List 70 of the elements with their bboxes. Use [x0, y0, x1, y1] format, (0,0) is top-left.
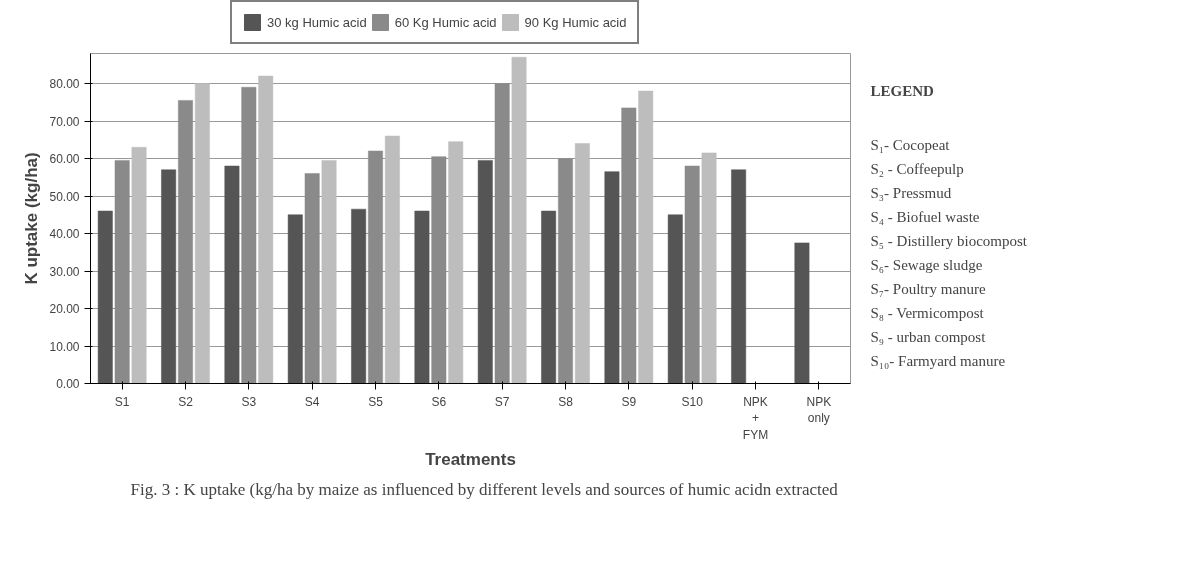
bar	[161, 169, 177, 384]
bar	[794, 242, 810, 384]
x-tick-label: S7	[494, 394, 510, 409]
x-tick-label: NPK + FYM	[742, 394, 769, 443]
text: S₈ - Vermicompost	[870, 304, 985, 321]
bar	[558, 158, 573, 384]
text: S₄ - Biofuel waste	[870, 208, 980, 225]
bar	[604, 171, 620, 384]
bar	[511, 57, 527, 384]
bar	[448, 141, 464, 384]
text: LEGEND	[870, 82, 935, 99]
y-tick-label: 80.00	[49, 77, 80, 91]
y-tick-label: 10.00	[49, 339, 80, 354]
x-axis-title: Treatments	[425, 450, 516, 470]
text: S₃- Pressmud	[870, 184, 952, 201]
bar	[304, 173, 320, 384]
legend-label: 90 Kg Humic acid	[524, 14, 627, 30]
bar	[194, 83, 210, 384]
text: S₁- Cocopeat	[870, 136, 951, 153]
bar	[621, 107, 637, 384]
text: S₇- Poultry manure	[870, 280, 987, 297]
text: S₅ - Distillery biocompost	[870, 232, 1028, 249]
bar	[97, 210, 113, 384]
y-tick-label: 40.00	[49, 227, 80, 241]
bar	[701, 152, 717, 384]
bar	[477, 160, 493, 384]
x-tick-label: S4	[304, 394, 320, 409]
bar	[494, 83, 510, 384]
x-tick-label: NPK only	[806, 394, 832, 426]
x-tick-label: S5	[368, 394, 384, 409]
bar	[114, 160, 130, 384]
bar	[431, 156, 447, 384]
legend-label: 60 Kg Humic acid	[394, 14, 497, 30]
bar	[541, 210, 557, 384]
y-tick-label: 60.00	[49, 152, 80, 166]
bar	[241, 87, 257, 384]
x-tick-label: S1	[114, 394, 130, 409]
y-tick-label: 30.00	[49, 264, 80, 279]
bar	[321, 160, 337, 384]
bar	[131, 147, 147, 384]
bar	[414, 210, 430, 384]
x-tick-label: S6	[431, 394, 447, 409]
bar	[287, 214, 303, 384]
bar	[667, 214, 683, 384]
bar	[178, 100, 193, 384]
bar	[574, 143, 590, 384]
bar	[684, 165, 700, 384]
y-tick-label: 20.00	[49, 302, 80, 316]
text: S₁₀- Farmyard manure	[870, 352, 1006, 369]
bar	[731, 169, 747, 384]
caption: Fig. 3 : K uptake (kg/ha by maize as influenced by different levels and sources of humic acidn extracted	[130, 479, 839, 499]
x-tick-label: S3	[241, 394, 257, 409]
text: S₆- Sewage sludge	[870, 256, 983, 273]
y-tick-label: 0.00	[56, 377, 80, 391]
x-tick-label: S10	[681, 394, 704, 409]
y-tick-label: 50.00	[49, 189, 80, 204]
x-tick-label: S9	[621, 394, 637, 409]
y-tick-label: 70.00	[49, 114, 80, 129]
y-axis-title: K uptake (kg/ha)	[22, 152, 42, 285]
x-tick-label: S8	[558, 394, 574, 409]
x-tick-label: S2	[178, 394, 194, 409]
text: S₉ - urban compost	[870, 328, 987, 345]
text: S₂ - Coffeepulp	[870, 160, 964, 177]
bar	[351, 208, 367, 384]
bar	[384, 135, 400, 384]
bar	[224, 165, 240, 384]
bar	[258, 75, 274, 384]
bar	[368, 150, 383, 384]
bar	[638, 90, 654, 384]
legend-label: 30 kg Humic acid	[267, 14, 367, 30]
